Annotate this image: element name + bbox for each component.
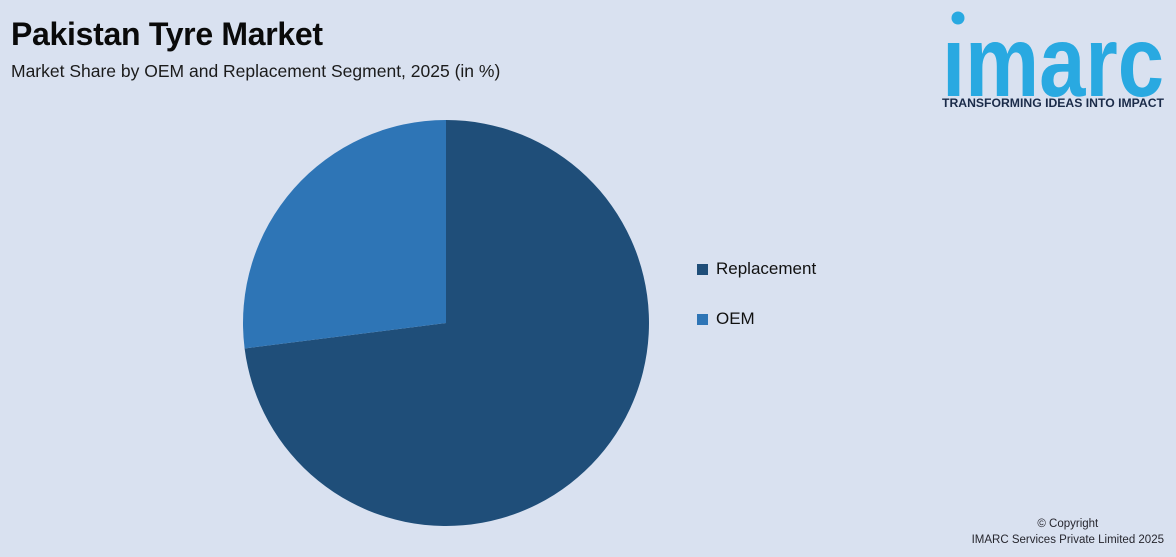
legend-item-replacement: Replacement bbox=[697, 259, 816, 279]
logo-wordmark: ımarc bbox=[942, 6, 1164, 108]
imarc-logo: ımarc TRANSFORMING IDEAS INTO IMPACT bbox=[936, 6, 1170, 118]
pie-slice-oem bbox=[243, 120, 446, 349]
copyright: © Copyright IMARC Services Private Limit… bbox=[972, 516, 1164, 549]
chart-header: Pakistan Tyre Market Market Share by OEM… bbox=[11, 16, 500, 82]
pie-slice-replacement bbox=[244, 120, 649, 526]
legend-label-oem: OEM bbox=[716, 309, 755, 328]
chart-subtitle: Market Share by OEM and Replacement Segm… bbox=[11, 61, 501, 81]
logo-tagline: TRANSFORMING IDEAS INTO IMPACT bbox=[942, 96, 1165, 108]
pie-chart bbox=[243, 120, 649, 526]
legend-label-replacement: Replacement bbox=[716, 259, 817, 278]
logo-dot-icon bbox=[951, 11, 965, 25]
page-title: Pakistan Tyre Market bbox=[11, 16, 323, 52]
copyright-line1: © Copyright bbox=[1037, 517, 1099, 530]
pie-chart-area bbox=[243, 120, 649, 526]
legend-swatch-replacement bbox=[697, 263, 708, 275]
legend-swatch-oem bbox=[697, 313, 708, 325]
legend-item-oem: OEM bbox=[697, 309, 816, 329]
imarc-logo-graphic: ımarc TRANSFORMING IDEAS INTO IMPACT bbox=[942, 6, 1165, 118]
chart-legend: Replacement OEM bbox=[697, 259, 816, 329]
copyright-line2: IMARC Services Private Limited 2025 bbox=[971, 534, 1164, 547]
